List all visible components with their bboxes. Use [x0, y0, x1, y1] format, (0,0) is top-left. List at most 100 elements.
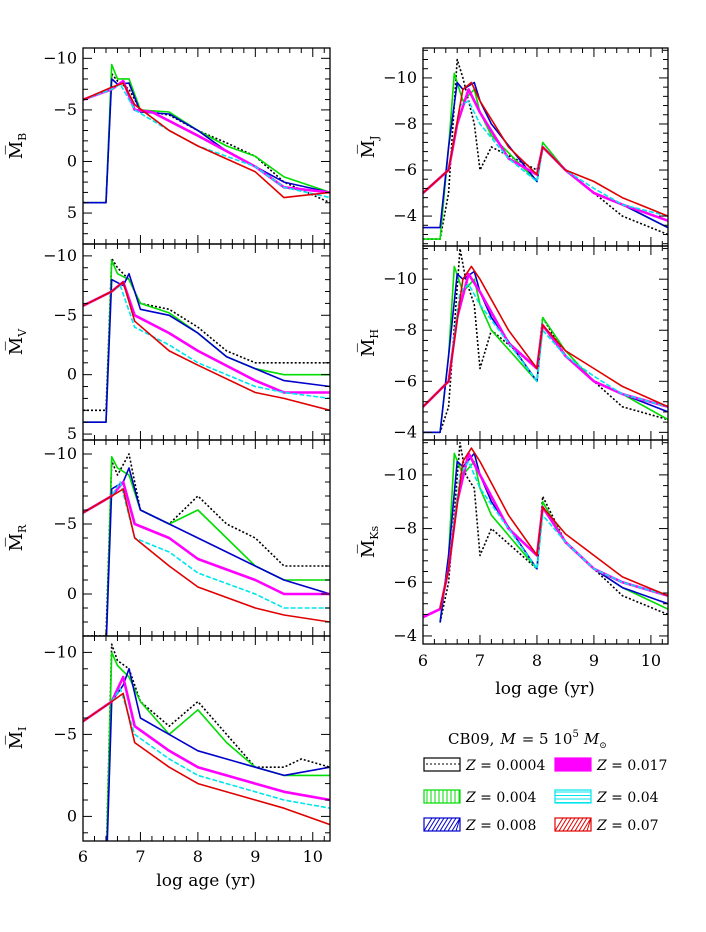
ylabel-H: M̅H: [357, 329, 381, 357]
legend-hatch: [431, 817, 441, 832]
legend-label-z0.07: Z = 0.07: [596, 818, 659, 834]
series-J-z0.004: [423, 72, 668, 240]
frame-Ks: [422, 439, 669, 645]
legend-hatch: [562, 817, 572, 832]
legend-hatch: [439, 817, 449, 832]
panel-B: −10 −5 0 5 M̅B: [5, 47, 331, 245]
curves-J: [423, 58, 668, 240]
legend-title-rest: = 5 10: [522, 730, 573, 748]
series-J-z0.07: [423, 81, 668, 217]
legend-title-unit-sub: ⊙: [599, 741, 607, 751]
series-V-z0.07: [83, 281, 330, 412]
ytick-label-I: −5: [53, 724, 77, 743]
panel-R: −10 −5 0 M̅R: [5, 439, 331, 637]
ytick-label-J: −10: [383, 68, 417, 87]
series-R-z0.017: [83, 480, 330, 596]
xtick-label-Ks: 10: [641, 651, 661, 670]
ytick-label-Ks: −10: [383, 465, 417, 484]
ylabel-I: M̅I: [5, 727, 29, 750]
frame-B: [82, 47, 331, 245]
ytick-label-B: 0: [67, 151, 77, 170]
ylabel-Ks: M̅Ks: [357, 526, 381, 559]
legend-hatch: [423, 817, 433, 832]
xtick-label-I: 8: [193, 847, 203, 866]
legend-label-z0.0004: Z = 0.0004: [465, 758, 545, 774]
legend-hatch: [427, 817, 437, 832]
ytick-label-V: 5: [67, 424, 77, 443]
legend-swatch-z0.017: [554, 757, 592, 772]
ticks-Ks: 6 7 8 9 10 −10 −8 −6 −4: [383, 440, 668, 670]
series-I-z0.07: [83, 692, 330, 826]
xtick-label-I: 10: [303, 847, 323, 866]
legend-title-exp: 5: [572, 729, 578, 740]
ytick-label-H: −8: [393, 320, 417, 339]
ylabel-B: M̅B: [5, 133, 29, 160]
panel-I: 6 7 8 9 10 −10 −5 0 M̅I: [5, 635, 331, 866]
ytick-label-J: −6: [393, 160, 417, 179]
frame-V: [82, 243, 331, 441]
ylabel-V-sub: V: [16, 328, 29, 338]
series-B-z0.07: [83, 82, 330, 199]
legend-hatch: [570, 817, 580, 832]
ytick-label-V: −5: [53, 305, 77, 324]
ylabel-B-sub: B: [16, 133, 29, 141]
legend-hatch: [451, 817, 461, 832]
curves-Ks: [423, 441, 668, 623]
ticks-I: 6 7 8 9 10 −10 −5 0: [43, 635, 330, 866]
ytick-label-Ks: −8: [393, 519, 417, 538]
ytick-label-B: 5: [67, 203, 77, 222]
series-Ks-z0.008: [439, 452, 668, 623]
xtick-label-Ks: 7: [475, 651, 485, 670]
ytick-label-R: −5: [53, 514, 77, 533]
xtick-label-I: 6: [78, 847, 88, 866]
legend-hatch: [554, 817, 564, 832]
xlabel-right: log age (yr): [495, 679, 594, 699]
ticks-V: −10 −5 0 5: [43, 243, 330, 443]
ytick-label-R: −10: [43, 444, 77, 463]
series-H-z0.07: [423, 265, 668, 408]
legend-label-z0.008: Z = 0.008: [465, 818, 536, 834]
series-Ks-z0.004: [439, 452, 668, 623]
ticks-R: −10 −5 0: [43, 439, 330, 637]
xtick-label-Ks: 9: [589, 651, 599, 670]
ylabel-J: M̅J: [357, 136, 381, 159]
legend-hatch: [447, 817, 457, 832]
series-Ks-z0.07: [439, 447, 668, 610]
legend-title: CB09, M = 5 105 M⊙: [448, 729, 607, 751]
series-R-z0.07: [83, 488, 330, 623]
legend-hatch: [574, 817, 584, 832]
legend-swatch-z0.07: [554, 817, 592, 832]
series-V-z0.0004: [83, 257, 330, 412]
legend-label-z0.004: Z = 0.004: [465, 790, 537, 806]
ytick-label-Ks: −4: [393, 626, 417, 645]
legend-hatch: [586, 817, 592, 832]
xlabel-left: log age (yr): [156, 871, 255, 891]
xtick-label-I: 7: [135, 847, 145, 866]
panel-V: −10 −5 0 5 M̅V: [5, 243, 331, 443]
legend-hatch: [566, 817, 576, 832]
legend-label-z0.017: Z = 0.017: [596, 758, 667, 774]
ylabel-H-sub: H: [368, 329, 381, 339]
ytick-label-H: −6: [393, 371, 417, 390]
ylabel-J-sub: J: [368, 136, 381, 141]
legend-hatch: [435, 817, 445, 832]
series-H-z0.04: [423, 283, 668, 408]
curves-V: [83, 257, 330, 423]
curves-R: [83, 453, 330, 636]
series-Ks-z0.04: [439, 460, 668, 610]
xtick-label-I: 9: [250, 847, 260, 866]
legend-entries: Z = 0.0004 Z = 0.017 Z = 0.004 Z = 0.04 Z = …: [423, 757, 667, 834]
legend-hatch: [558, 817, 568, 832]
legend-hatch: [443, 817, 453, 832]
panel-H: −10 −8 −6 −4 M̅H: [357, 245, 669, 441]
legend-hatch: [582, 817, 592, 832]
ytick-label-H: −4: [393, 422, 417, 441]
frame-H: [422, 245, 669, 441]
legend-swatch-z0.008: [423, 817, 461, 832]
ytick-label-I: 0: [67, 806, 77, 825]
legend-hatch: [578, 817, 588, 832]
series-R-z0.04: [83, 481, 330, 609]
ytick-label-I: −10: [43, 642, 77, 661]
ytick-label-B: −5: [53, 100, 77, 119]
